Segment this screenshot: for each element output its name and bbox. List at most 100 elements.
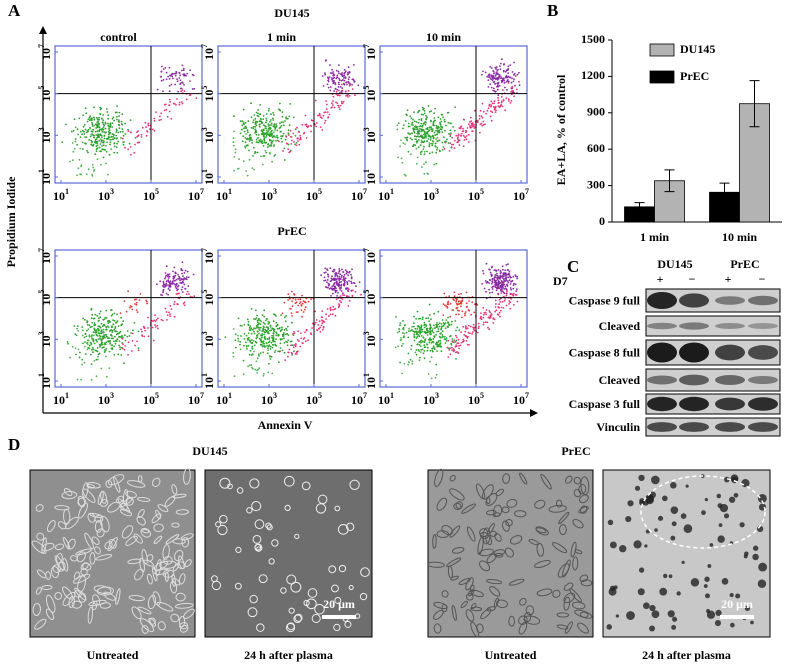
event-dot xyxy=(498,277,500,279)
event-dot xyxy=(271,342,273,344)
event-dot xyxy=(416,136,418,138)
tick-exponent: 3 xyxy=(362,127,371,131)
event-dot xyxy=(268,134,270,136)
event-dot xyxy=(448,295,450,297)
event-dot xyxy=(101,136,103,138)
event-dot xyxy=(280,347,282,349)
cell xyxy=(705,593,710,598)
event-dot xyxy=(170,283,172,285)
event-dot xyxy=(245,341,247,343)
event-dot xyxy=(91,317,93,319)
event-dot xyxy=(348,76,350,78)
event-dot xyxy=(423,108,425,110)
tick-base: 10 xyxy=(364,377,378,389)
event-dot xyxy=(279,127,281,129)
event-dot xyxy=(97,359,99,361)
event-dot xyxy=(333,96,335,98)
event-dot xyxy=(105,128,107,130)
event-dot xyxy=(439,150,441,152)
event-dot xyxy=(189,69,191,71)
event-dot xyxy=(418,318,420,320)
tick-exponent: 5 xyxy=(318,187,322,196)
event-dot xyxy=(506,276,508,278)
event-dot xyxy=(413,326,415,328)
event-dot xyxy=(277,350,279,352)
event-dot xyxy=(330,309,332,311)
tick-label: 101 xyxy=(216,187,232,203)
event-dot xyxy=(127,336,129,338)
event-dot xyxy=(458,339,460,341)
event-dot xyxy=(240,335,242,337)
event-dot xyxy=(492,318,494,320)
event-dot xyxy=(106,317,108,319)
event-dot xyxy=(494,274,496,276)
tick-label: 105 xyxy=(200,86,216,102)
event-dot xyxy=(257,334,259,336)
event-dot xyxy=(99,338,101,340)
y-tick-label: 300 xyxy=(587,177,605,191)
cell xyxy=(734,493,739,498)
event-dot xyxy=(257,113,259,115)
event-dot xyxy=(300,338,302,340)
event-dot xyxy=(507,269,509,271)
event-dot xyxy=(501,96,503,98)
event-dot xyxy=(274,125,276,127)
event-dot xyxy=(180,268,182,270)
event-dot xyxy=(266,345,268,347)
event-dot xyxy=(510,281,512,283)
event-dot xyxy=(342,79,344,81)
event-dot xyxy=(469,121,471,123)
event-dot xyxy=(338,285,340,287)
event-dot xyxy=(400,337,402,339)
event-dot xyxy=(82,335,84,337)
event-dot xyxy=(421,119,423,121)
event-dot xyxy=(235,347,237,349)
event-dot xyxy=(450,134,452,136)
event-dot xyxy=(460,331,462,333)
event-dot xyxy=(449,324,451,326)
event-dot xyxy=(337,105,339,107)
event-dot xyxy=(69,357,71,359)
event-dot xyxy=(168,277,170,279)
event-dot xyxy=(116,137,118,139)
event-dot xyxy=(336,89,338,91)
event-dot xyxy=(297,330,299,332)
event-dot xyxy=(447,326,449,328)
event-dot xyxy=(458,314,460,316)
event-dot xyxy=(315,100,317,102)
event-dot xyxy=(96,334,98,336)
event-dot xyxy=(271,356,273,358)
event-dot xyxy=(102,149,104,151)
event-dot xyxy=(85,336,87,338)
event-dot xyxy=(480,318,482,320)
event-dot xyxy=(98,338,100,340)
blot-band xyxy=(748,296,778,306)
tick-label: 101 xyxy=(378,391,394,407)
event-dot xyxy=(117,354,119,356)
event-dot xyxy=(425,122,427,124)
tick-base: 10 xyxy=(202,377,216,389)
event-dot xyxy=(470,117,472,119)
event-dot xyxy=(165,272,167,274)
event-dot xyxy=(93,106,95,108)
event-dot xyxy=(344,72,346,74)
event-dot xyxy=(458,294,460,296)
event-dot xyxy=(286,329,288,331)
cell xyxy=(606,624,612,630)
event-dot xyxy=(452,309,454,311)
event-dot xyxy=(278,140,280,142)
event-dot xyxy=(444,121,446,123)
event-dot xyxy=(411,326,413,328)
event-dot xyxy=(263,322,265,324)
cell xyxy=(654,528,658,532)
event-dot xyxy=(489,292,491,294)
event-dot xyxy=(517,74,519,76)
event-dot xyxy=(238,158,240,160)
event-dot xyxy=(188,293,190,295)
event-dot xyxy=(330,295,332,297)
event-dot xyxy=(427,347,429,349)
event-dot xyxy=(420,340,422,342)
event-dot xyxy=(441,131,443,133)
event-dot xyxy=(397,332,399,334)
event-dot xyxy=(102,336,104,338)
